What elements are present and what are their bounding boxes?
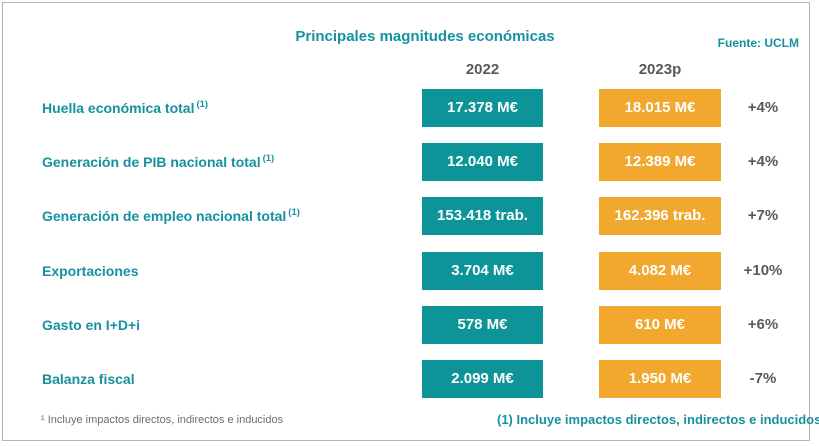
value-2022-box: 578 M€ <box>422 306 543 344</box>
row-label-superscript: (1) <box>288 207 300 219</box>
value-2023p-box: 1.950 M€ <box>599 360 721 398</box>
change-percentage: +10% <box>743 262 783 279</box>
column-header-2023p: 2023p <box>638 61 682 78</box>
value-2022-box: 2.099 M€ <box>422 360 543 398</box>
row-label-text: Gasto en I+D+i <box>42 317 141 333</box>
table-row: Balanza fiscal 2.099 M€ 1.950 M€ -7% <box>0 360 819 398</box>
footnote-right: (1) Incluye impactos directos, indirecto… <box>497 412 819 427</box>
row-label: Generación de PIB nacional total (1) <box>42 143 274 181</box>
row-label: Exportaciones <box>42 252 140 290</box>
table-row: Generación de empleo nacional total (1) 1… <box>0 197 819 235</box>
row-label-superscript: (1) <box>196 99 209 111</box>
value-2023p-box: 18.015 M€ <box>599 89 721 127</box>
table-row: Exportaciones 3.704 M€ 4.082 M€ +10% <box>0 252 819 290</box>
change-percentage: -7% <box>749 370 777 387</box>
value-2023p-box: 610 M€ <box>599 306 721 344</box>
value-2022-box: 3.704 M€ <box>422 252 543 290</box>
value-2023p-box: 12.389 M€ <box>599 143 721 181</box>
source-label: Fuente: UCLM <box>717 36 799 50</box>
change-percentage: +4% <box>747 99 779 116</box>
row-label-text: Generación de PIB nacional total <box>42 154 261 170</box>
row-label-text: Balanza fiscal <box>42 371 135 387</box>
row-label-superscript: (1) <box>262 153 275 165</box>
change-percentage: +7% <box>747 207 779 224</box>
value-2022-box: 12.040 M€ <box>422 143 543 181</box>
row-label: Balanza fiscal <box>42 360 137 398</box>
column-header-2022: 2022 <box>465 61 500 78</box>
row-label-text: Generación de empleo nacional total <box>42 208 287 224</box>
footnote-left: ¹ Incluye impactos directos, indirectos … <box>41 414 284 426</box>
change-percentage: +4% <box>747 153 779 170</box>
value-2023p-box: 162.396 trab. <box>599 197 721 235</box>
table-row: Huella económica total (1) 17.378 M€ 18.0… <box>0 89 819 127</box>
table-row: Generación de PIB nacional total (1) 12.0… <box>0 143 819 181</box>
row-label: Generación de empleo nacional total (1) <box>42 197 300 235</box>
change-percentage: +6% <box>747 316 779 333</box>
row-label-text: Exportaciones <box>42 263 139 279</box>
row-label: Huella económica total (1) <box>42 89 208 127</box>
value-2022-box: 17.378 M€ <box>422 89 543 127</box>
row-label-text: Huella económica total <box>42 100 195 116</box>
value-2022-box: 153.418 trab. <box>422 197 543 235</box>
value-2023p-box: 4.082 M€ <box>599 252 721 290</box>
row-label: Gasto en I+D+i <box>42 306 142 344</box>
chart-title: Principales magnitudes económicas <box>295 28 555 45</box>
table-row: Gasto en I+D+i 578 M€ 610 M€ +6% <box>0 306 819 344</box>
